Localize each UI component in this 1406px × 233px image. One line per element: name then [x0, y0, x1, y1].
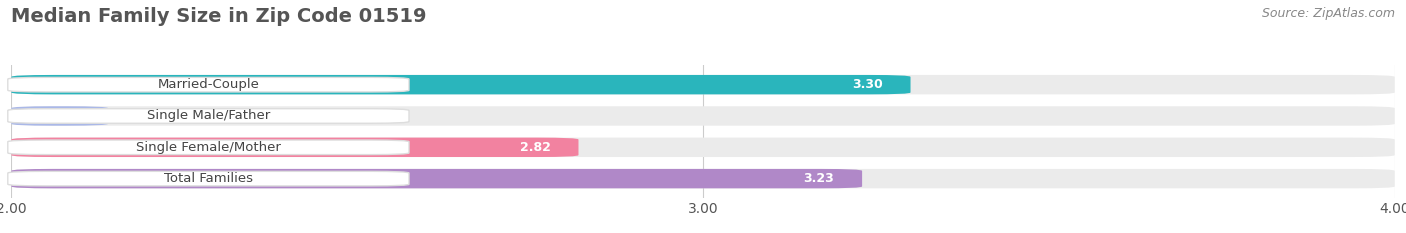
- Text: 2.14: 2.14: [49, 110, 80, 123]
- Text: 3.30: 3.30: [852, 78, 883, 91]
- Text: Median Family Size in Zip Code 01519: Median Family Size in Zip Code 01519: [11, 7, 427, 26]
- FancyBboxPatch shape: [11, 138, 578, 157]
- Text: Single Male/Father: Single Male/Father: [146, 110, 270, 123]
- FancyBboxPatch shape: [11, 75, 911, 94]
- FancyBboxPatch shape: [11, 75, 1395, 94]
- FancyBboxPatch shape: [8, 77, 409, 92]
- FancyBboxPatch shape: [11, 169, 862, 188]
- FancyBboxPatch shape: [11, 106, 108, 126]
- Text: Married-Couple: Married-Couple: [157, 78, 259, 91]
- Text: Single Female/Mother: Single Female/Mother: [136, 141, 281, 154]
- FancyBboxPatch shape: [8, 140, 409, 154]
- FancyBboxPatch shape: [8, 109, 409, 123]
- Text: Source: ZipAtlas.com: Source: ZipAtlas.com: [1261, 7, 1395, 20]
- FancyBboxPatch shape: [11, 169, 1395, 188]
- FancyBboxPatch shape: [8, 171, 409, 186]
- Text: 3.23: 3.23: [804, 172, 834, 185]
- FancyBboxPatch shape: [11, 106, 1395, 126]
- Text: 2.82: 2.82: [520, 141, 551, 154]
- FancyBboxPatch shape: [11, 138, 1395, 157]
- Text: Total Families: Total Families: [165, 172, 253, 185]
